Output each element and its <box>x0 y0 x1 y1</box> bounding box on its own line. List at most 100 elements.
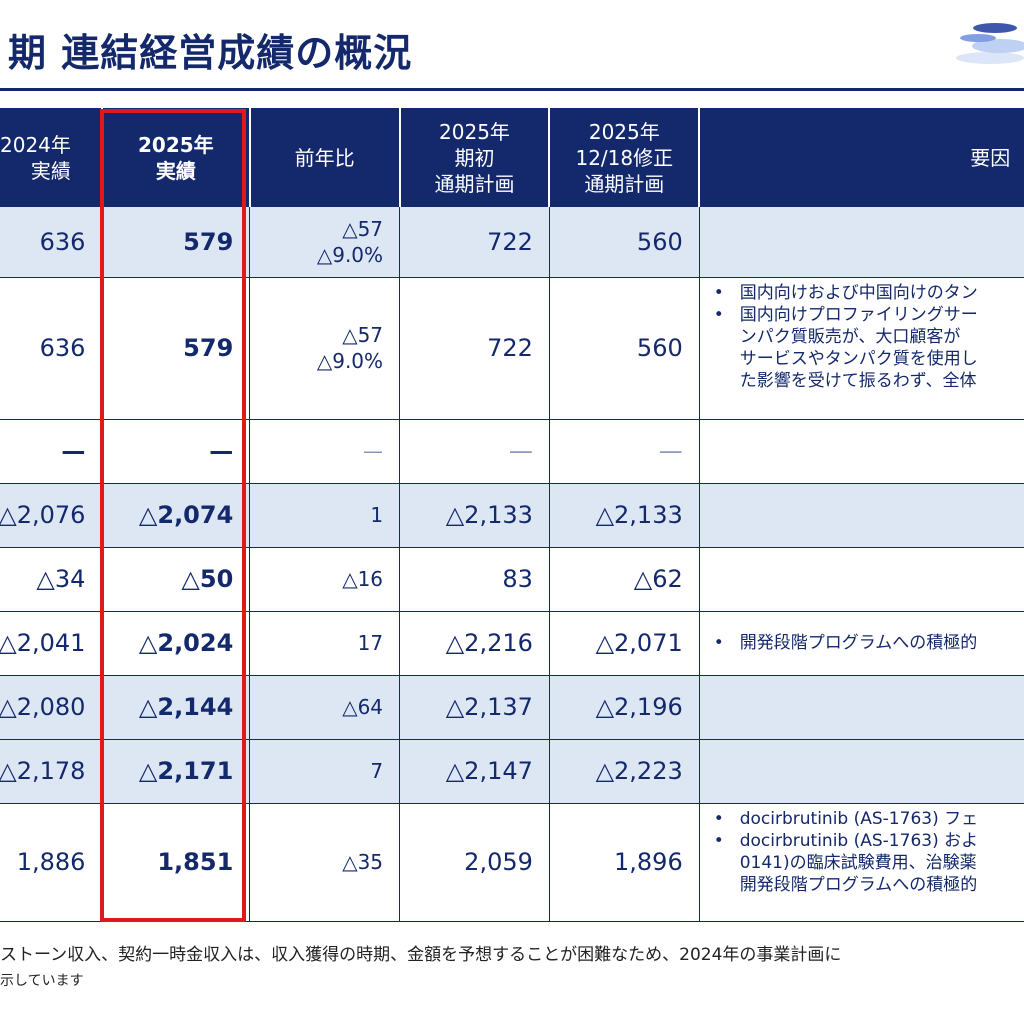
cell-value: — <box>61 437 86 465</box>
reason-list: • docirbrutinib (AS-1763) フェ • docirbrutini… <box>714 808 1024 896</box>
reason-text: 開発段階プログラムへの積極的 <box>739 633 978 653</box>
table-row: 1,886 1,851 △35 2,059 1,896 • docirbrutinib (A… <box>0 803 1024 922</box>
cell-2024-actual: 636 <box>0 277 103 420</box>
cell-revised-plan: 560 <box>549 277 700 420</box>
cell-value: △2,080 <box>0 693 86 721</box>
column-header-line: 2025年 <box>138 132 214 157</box>
cell-reason <box>699 739 1024 804</box>
cell-value: — <box>363 439 384 463</box>
cell-2025-actual: — <box>101 419 251 484</box>
reason-list: • 開発段階プログラムへの積極的 <box>714 632 1024 654</box>
cell-value: 1 <box>370 503 384 527</box>
results-table: 2024年 実績 2025年 実績 前年比 2025年 期初 通期計画 2025年 12/18修正… <box>0 108 1024 922</box>
cell-2024-actual: 1,886 <box>0 803 103 922</box>
cell-2025-actual: 1,851 <box>101 803 251 922</box>
cell-value: △2,144 <box>138 693 234 721</box>
cell-revised-plan: △2,196 <box>549 675 700 740</box>
cell-value: △16 <box>342 567 384 591</box>
cell-reason <box>699 675 1024 740</box>
column-header-4: 2025年 12/18修正 通期計画 <box>549 108 701 207</box>
cell-2025-actual: 579 <box>101 277 251 420</box>
cell-initial-plan: △2,133 <box>399 483 550 548</box>
cell-initial-plan: 722 <box>399 207 550 278</box>
cell-revised-plan: 560 <box>549 207 700 278</box>
cell-value: △2,171 <box>138 757 234 785</box>
table-row: △2,076 △2,074 1 △2,133 △2,133 <box>0 483 1024 548</box>
table-row: △2,041 △2,024 17 △2,216 △2,071 • 開発段階プログラムへの積極… <box>0 611 1024 676</box>
cell-revised-plan: △2,071 <box>549 611 700 676</box>
cell-value: △35 <box>342 850 384 874</box>
cell-value: △2,076 <box>0 501 86 529</box>
cell-yoy: — <box>249 419 401 484</box>
cell-2024-actual: △2,178 <box>0 739 103 804</box>
cell-yoy: △57 △9.0% <box>249 277 401 420</box>
cell-value: 722 <box>487 334 533 362</box>
cell-yoy: 17 <box>249 611 401 676</box>
cell-2025-actual: △2,024 <box>101 611 251 676</box>
reason-text: 開発段階プログラムへの積極的 <box>739 874 978 895</box>
reason-text: 0141)の臨床試験費用、治験薬 <box>739 852 977 873</box>
cell-value: — <box>209 437 234 465</box>
column-header-0: 2024年 実績 <box>0 108 103 207</box>
cell-value: 722 <box>487 227 533 256</box>
cell-initial-plan: △2,147 <box>399 739 550 804</box>
cell-value: △64 <box>342 695 384 719</box>
reason-bullet: • 国内向けプロファイリングサー ンパク質販売が、大口顧客が サービスやタンパク質を使… <box>714 304 1024 392</box>
column-header-line: 実績 <box>30 158 71 183</box>
cell-yoy: △57 △9.0% <box>249 207 401 278</box>
cell-value: 579 <box>183 227 234 256</box>
column-header-line: 2025年 <box>439 119 510 144</box>
cell-reason <box>699 207 1024 278</box>
company-logo-icon <box>956 23 1024 64</box>
reason-text: ンパク質販売が、大口顧客が <box>739 326 961 347</box>
column-header-line: 通期計画 <box>434 171 515 196</box>
cell-2025-actual: △2,171 <box>101 739 251 804</box>
cell-yoy: △16 <box>249 547 401 612</box>
cell-reason <box>699 483 1024 548</box>
cell-yoy: △64 <box>249 675 401 740</box>
column-header-line: 実績 <box>155 158 196 183</box>
cell-reason <box>699 547 1024 612</box>
cell-reason: • 国内向けおよび中国向けのタン • 国内向けプロファイリングサー ンパク質販売が、大口… <box>699 277 1024 420</box>
cell-value: — <box>508 437 533 465</box>
cell-value: △9.0% <box>316 242 384 267</box>
cell-value: △2,071 <box>595 629 683 657</box>
cell-initial-plan: 722 <box>399 277 550 420</box>
footnote: ストーン収入、契約一時金収入は、収入獲得の時期、金額を予想することが困難なため、… <box>0 945 842 965</box>
cell-initial-plan: △2,216 <box>399 611 550 676</box>
cell-2025-actual: △2,074 <box>101 483 251 548</box>
cell-2024-actual: △2,041 <box>0 611 103 676</box>
table-row: △2,080 △2,144 △64 △2,137 △2,196 <box>0 675 1024 740</box>
reason-text: docirbrutinib (AS-1763) フェ <box>739 808 979 829</box>
cell-value: △2,074 <box>138 501 234 529</box>
title-underline <box>0 88 1024 91</box>
cell-revised-plan: △2,223 <box>549 739 700 804</box>
column-header-line: 通期計画 <box>584 171 665 196</box>
cell-value: △2,196 <box>595 693 683 721</box>
cell-value: △2,041 <box>0 629 86 657</box>
reason-text: サービスやタンパク質を使用し <box>739 348 978 369</box>
cell-value: △34 <box>36 565 86 593</box>
cell-value: 1,896 <box>614 848 683 876</box>
cell-yoy: △35 <box>249 803 401 922</box>
reason-text: 国内向けおよび中国向けのタン <box>739 282 978 303</box>
cell-2024-actual: 636 <box>0 207 103 278</box>
cell-initial-plan: 83 <box>399 547 550 612</box>
cell-value: △57 <box>342 323 384 347</box>
cell-reason: • 開発段階プログラムへの積極的 <box>699 611 1024 676</box>
cell-2024-actual: △34 <box>0 547 103 612</box>
cell-value: 1,851 <box>157 848 234 876</box>
results-table-container: 2024年 実績 2025年 実績 前年比 2025年 期初 通期計画 2025年 12/18修正… <box>0 108 1024 922</box>
cell-value: △2,133 <box>595 501 683 529</box>
cell-value: 560 <box>636 227 683 256</box>
column-header-line: 12/18修正 <box>575 145 674 170</box>
cell-revised-plan: △62 <box>549 547 700 612</box>
column-header-5: 要因 <box>699 108 1024 207</box>
cell-value: △2,147 <box>445 757 533 785</box>
cell-value: △2,216 <box>445 629 533 657</box>
cell-value: 2,059 <box>464 848 533 876</box>
cell-yoy: 7 <box>249 739 401 804</box>
cell-2024-actual: △2,076 <box>0 483 103 548</box>
reason-text: docirbrutinib (AS-1763) およ <box>739 830 979 851</box>
